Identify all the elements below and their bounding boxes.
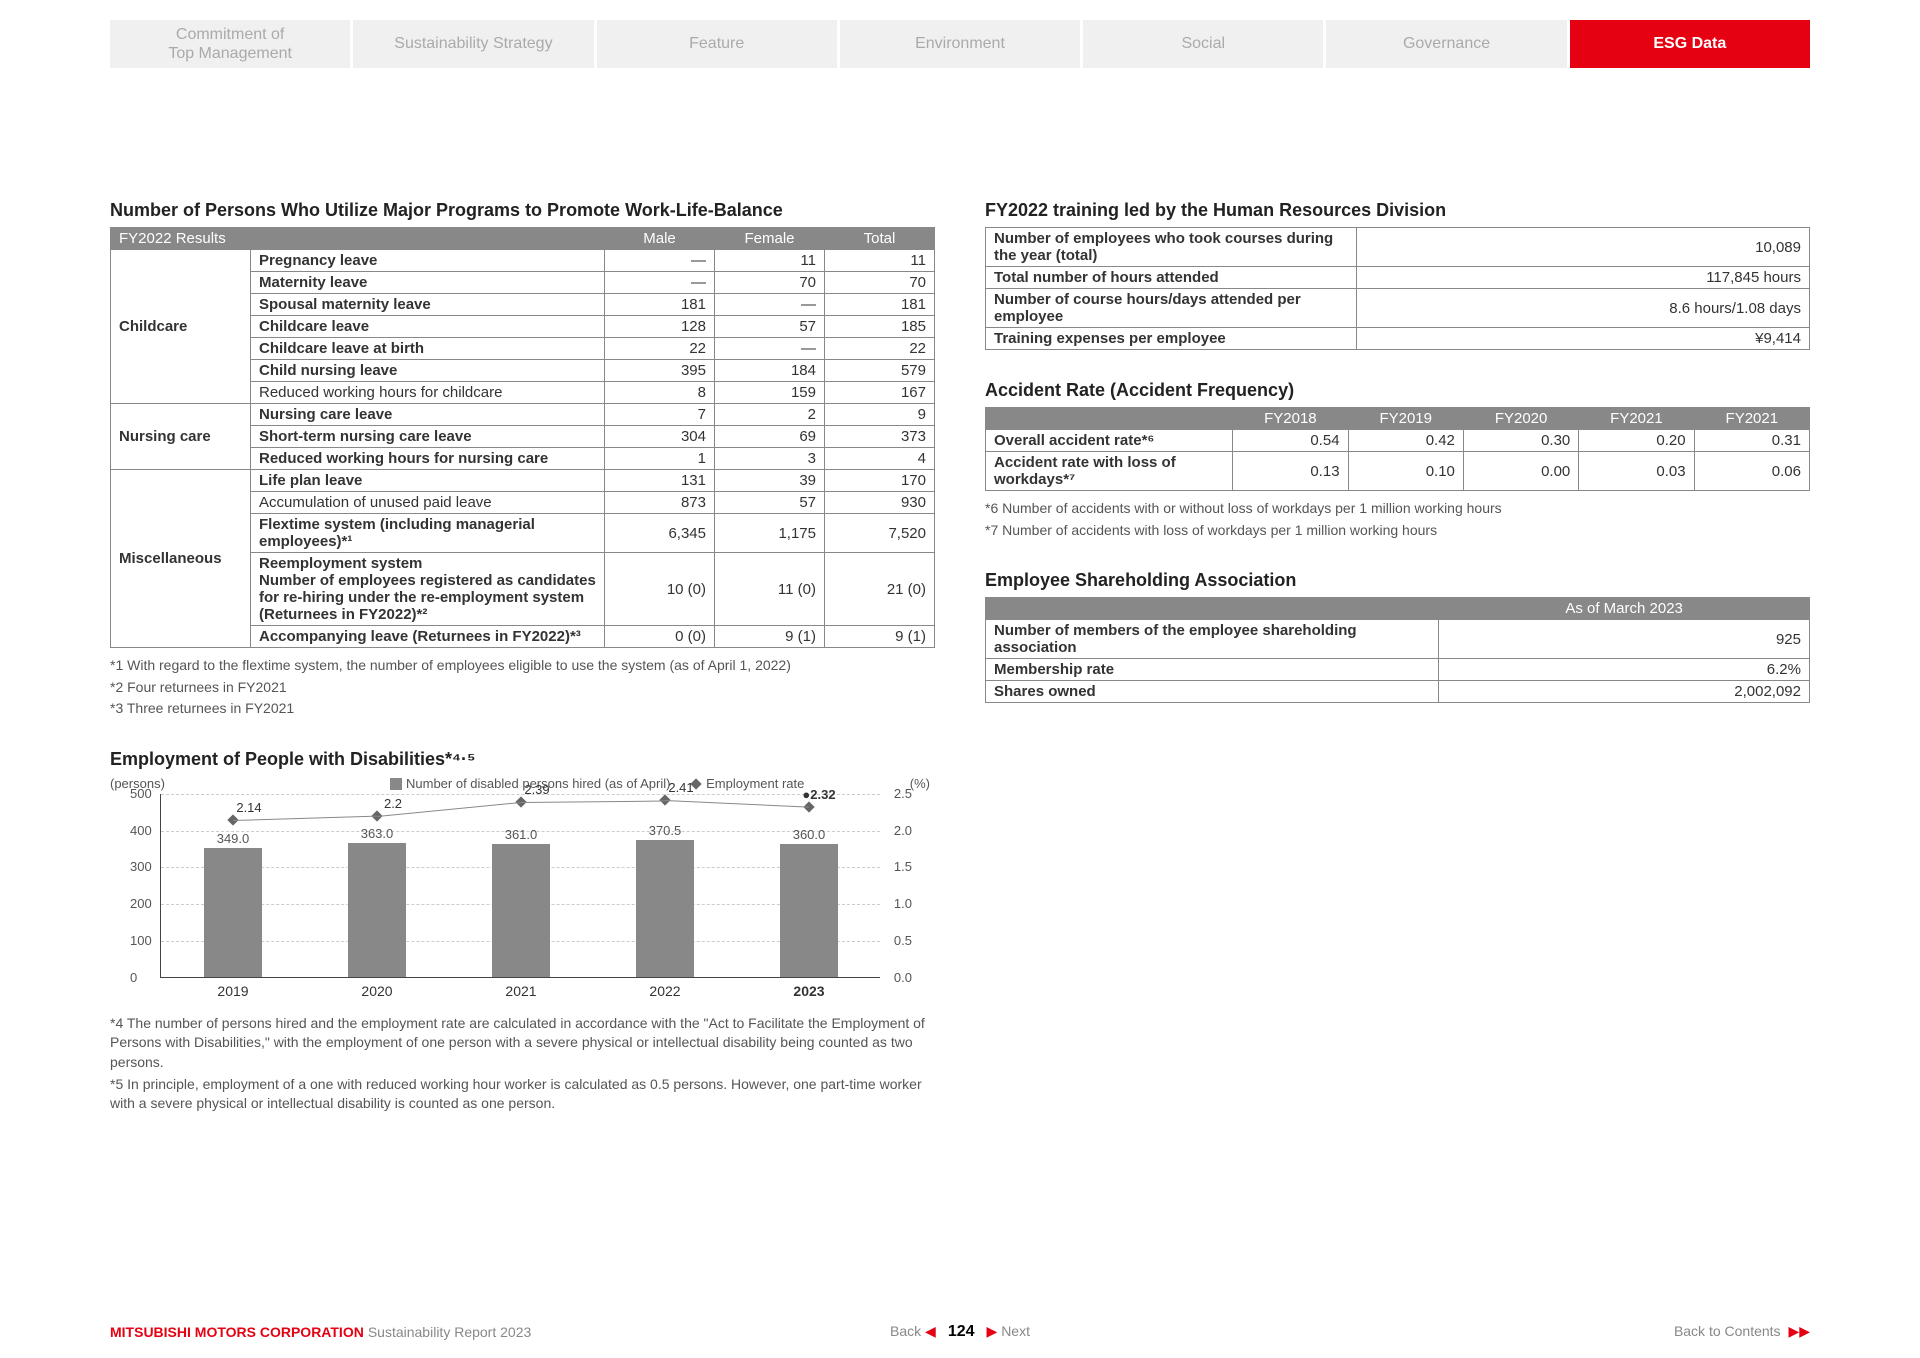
- chart-unit-right: (%): [910, 776, 930, 791]
- footnote: *3 Three returnees in FY2021: [110, 699, 935, 719]
- shareholding-section: Employee Shareholding Association As of …: [985, 570, 1810, 703]
- accident-footnotes: *6 Number of accidents with or without l…: [985, 499, 1810, 540]
- chart-y-tick-left: 400: [130, 823, 152, 838]
- chart-point-label: 2.39: [524, 782, 549, 797]
- chart-x-label: 2021: [505, 983, 536, 999]
- chart-point-label: ●2.32: [802, 787, 835, 802]
- chart-y-tick-left: 300: [130, 859, 152, 874]
- nav-tab[interactable]: Governance: [1326, 20, 1566, 68]
- chart-y-tick-right: 1.5: [894, 859, 912, 874]
- training-section: FY2022 training led by the Human Resourc…: [985, 200, 1810, 350]
- chart-bar: [204, 848, 262, 976]
- footnote: *4 The number of persons hired and the e…: [110, 1014, 935, 1073]
- chart-y-tick-right: 2.0: [894, 823, 912, 838]
- disability-title: Employment of People with Disabilities*⁴…: [110, 749, 935, 770]
- double-arrow-icon: ▶▶: [1788, 1323, 1810, 1339]
- chart-point-label: 2.2: [384, 796, 402, 811]
- wlb-title: Number of Persons Who Utilize Major Prog…: [110, 200, 935, 221]
- chart-bar-label: 349.0: [217, 831, 250, 846]
- chart-bar: [348, 843, 406, 977]
- chart-x-label: 2019: [217, 983, 248, 999]
- left-column: Number of Persons Who Utilize Major Prog…: [110, 200, 935, 1144]
- nav-tab[interactable]: ESG Data: [1570, 20, 1810, 68]
- chart-y-tick-left: 100: [130, 933, 152, 948]
- chart-x-label: 2020: [361, 983, 392, 999]
- shareholding-table: As of March 2023Number of members of the…: [985, 597, 1810, 703]
- chart-y-tick-left: 200: [130, 896, 152, 911]
- chart-line-segment: [665, 800, 809, 808]
- page-number: 124: [948, 1323, 975, 1341]
- chart-y-tick-right: 0.0: [894, 970, 912, 985]
- pager-next[interactable]: ▶ Next: [987, 1323, 1030, 1340]
- chart-y-tick-left: 500: [130, 786, 152, 801]
- chart-point-label: 2.14: [236, 800, 261, 815]
- chart-plot: 349.020192.14363.020202.2361.020212.3937…: [160, 794, 880, 978]
- chart-legend: Number of disabled persons hired (as of …: [390, 776, 804, 791]
- disability-chart: (persons) Number of disabled persons hir…: [110, 776, 930, 1006]
- chart-line-segment: [233, 816, 377, 821]
- arrow-right-icon: ▶: [987, 1323, 998, 1339]
- nav-tabs: Commitment ofTop ManagementSustainabilit…: [110, 20, 1810, 68]
- accident-table: FY2018FY2019FY2020FY2021FY2021Overall ac…: [985, 407, 1810, 491]
- legend-bar-swatch: [390, 778, 402, 790]
- chart-x-label: 2022: [649, 983, 680, 999]
- chart-bar: [636, 840, 694, 976]
- chart-point-label: 2.41: [668, 780, 693, 795]
- page-footer: MITSUBISHI MOTORS CORPORATION Sustainabi…: [110, 1323, 1810, 1340]
- nav-tab[interactable]: Commitment ofTop Management: [110, 20, 350, 68]
- training-table: Number of employees who took courses dur…: [985, 227, 1810, 350]
- chart-bar-label: 370.5: [649, 823, 682, 838]
- nav-tab[interactable]: Feature: [597, 20, 837, 68]
- disability-footnotes: *4 The number of persons hired and the e…: [110, 1014, 935, 1114]
- chart-bar-label: 363.0: [361, 826, 394, 841]
- footer-report: Sustainability Report 2023: [368, 1324, 531, 1340]
- wlb-table: FY2022 ResultsMaleFemaleTotalChildcarePr…: [110, 227, 935, 648]
- back-to-contents[interactable]: Back to Contents ▶▶: [1674, 1323, 1810, 1340]
- pager: Back ◀ 124 ▶ Next: [890, 1323, 1030, 1341]
- wlb-section: Number of Persons Who Utilize Major Prog…: [110, 200, 935, 719]
- pager-back[interactable]: Back ◀: [890, 1323, 936, 1340]
- chart-bar: [780, 844, 838, 976]
- wlb-footnotes: *1 With regard to the flextime system, t…: [110, 656, 935, 719]
- chart-y-tick-left: 0: [130, 970, 137, 985]
- accident-section: Accident Rate (Accident Frequency) FY201…: [985, 380, 1810, 540]
- chart-bar: [492, 844, 550, 977]
- chart-line-segment: [521, 800, 665, 802]
- chart-y-tick-right: 0.5: [894, 933, 912, 948]
- footnote: *2 Four returnees in FY2021: [110, 678, 935, 698]
- disability-section: Employment of People with Disabilities*⁴…: [110, 749, 935, 1114]
- right-column: FY2022 training led by the Human Resourc…: [985, 200, 1810, 1144]
- chart-y-tick-right: 1.0: [894, 896, 912, 911]
- footer-company: MITSUBISHI MOTORS CORPORATION: [110, 1324, 364, 1340]
- nav-tab[interactable]: Social: [1083, 20, 1323, 68]
- chart-x-label: 2023: [793, 983, 824, 999]
- training-title: FY2022 training led by the Human Resourc…: [985, 200, 1810, 221]
- main-content: Number of Persons Who Utilize Major Prog…: [110, 200, 1810, 1144]
- footnote: *5 In principle, employment of a one wit…: [110, 1075, 935, 1114]
- footnote: *7 Number of accidents with loss of work…: [985, 521, 1810, 541]
- chart-bar-label: 360.0: [793, 827, 826, 842]
- nav-tab[interactable]: Sustainability Strategy: [353, 20, 593, 68]
- arrow-left-icon: ◀: [925, 1323, 936, 1339]
- chart-bar-label: 361.0: [505, 827, 538, 842]
- chart-y-tick-right: 2.5: [894, 786, 912, 801]
- footnote: *1 With regard to the flextime system, t…: [110, 656, 935, 676]
- legend-point-label: Employment rate: [706, 776, 804, 791]
- footnote: *6 Number of accidents with or without l…: [985, 499, 1810, 519]
- nav-tab[interactable]: Environment: [840, 20, 1080, 68]
- accident-title: Accident Rate (Accident Frequency): [985, 380, 1810, 401]
- shareholding-title: Employee Shareholding Association: [985, 570, 1810, 591]
